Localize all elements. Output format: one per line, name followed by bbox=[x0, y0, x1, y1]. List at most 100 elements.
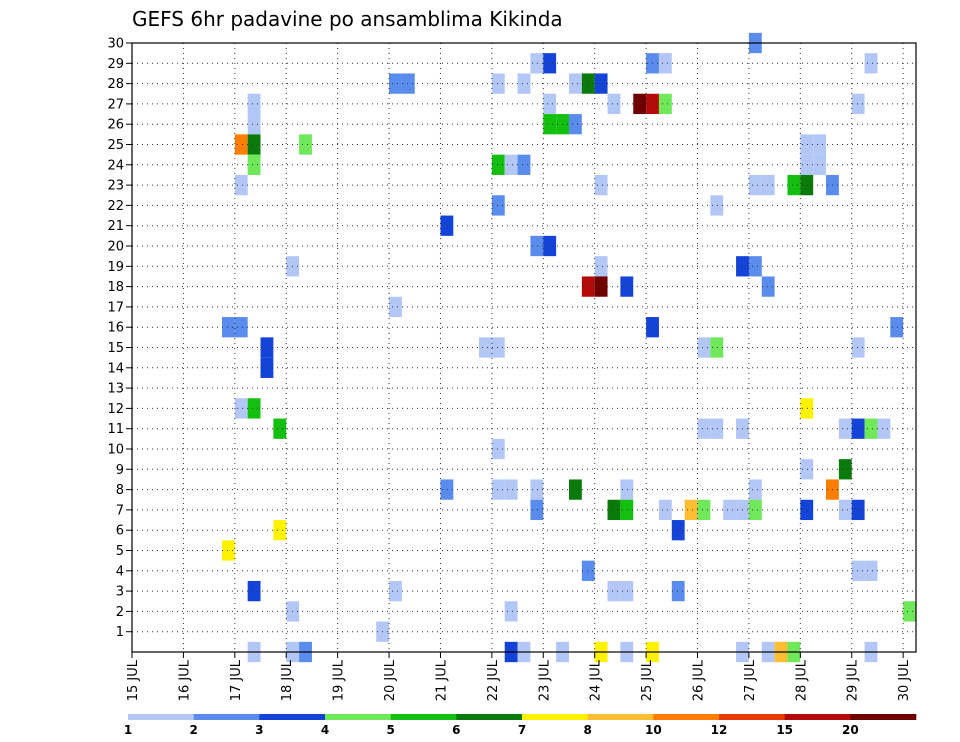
heatmap-cell bbox=[851, 93, 865, 115]
legend-label: 20 bbox=[842, 723, 859, 737]
y-tick-label: 11 bbox=[107, 422, 124, 437]
heatmap-cell bbox=[401, 73, 415, 94]
heatmap-cell bbox=[504, 601, 518, 622]
x-tick-label: 27 JUL bbox=[743, 659, 758, 701]
y-tick-label: 21 bbox=[107, 219, 124, 234]
heatmap-cell bbox=[710, 337, 724, 358]
heatmap-cell bbox=[273, 418, 287, 439]
heatmap-cell bbox=[620, 479, 634, 500]
heatmap-cell bbox=[697, 337, 711, 358]
heatmap-cell bbox=[851, 499, 865, 521]
heatmap-cell bbox=[491, 195, 505, 216]
legend-label: 1 bbox=[124, 723, 132, 737]
heatmap-cell bbox=[800, 398, 814, 419]
heatmap-cell bbox=[234, 134, 248, 155]
heatmap-cell bbox=[787, 174, 801, 196]
heatmap-cell bbox=[594, 256, 608, 277]
heatmap-cell bbox=[800, 134, 814, 155]
legend-swatch bbox=[193, 714, 260, 720]
legend-label: 2 bbox=[189, 723, 197, 737]
heatmap-cell bbox=[543, 53, 557, 74]
heatmap-cell bbox=[389, 296, 402, 318]
legend-label: 7 bbox=[518, 723, 526, 737]
heatmap-cell bbox=[800, 459, 814, 480]
heatmap-cell bbox=[684, 499, 698, 521]
chart-title: GEFS 6hr padavine po ansamblima Kikinda bbox=[132, 7, 563, 31]
y-tick-label: 30 bbox=[107, 37, 124, 52]
x-tick-label: 28 JUL bbox=[794, 659, 809, 701]
legend-label: 8 bbox=[583, 723, 591, 737]
y-tick-label: 16 bbox=[107, 321, 124, 336]
heatmap-cell bbox=[260, 357, 274, 378]
heatmap-cell bbox=[620, 276, 634, 297]
heatmap-cell bbox=[491, 479, 505, 500]
heatmap-cell bbox=[800, 499, 814, 521]
heatmap-cell bbox=[851, 337, 865, 358]
y-tick-label: 1 bbox=[116, 625, 124, 640]
heatmap-cell bbox=[671, 520, 685, 541]
x-tick-label: 15 JUL bbox=[126, 659, 141, 701]
x-tick-label: 23 JUL bbox=[537, 659, 552, 701]
heatmap-cell bbox=[620, 499, 634, 521]
x-tick-label: 20 JUL bbox=[383, 659, 398, 701]
y-tick-label: 25 bbox=[107, 138, 124, 153]
legend-label: 4 bbox=[321, 723, 329, 737]
heatmap-cell bbox=[530, 235, 544, 257]
x-tick-label: 18 JUL bbox=[280, 659, 295, 701]
y-tick-label: 20 bbox=[107, 240, 124, 255]
heatmap-cell bbox=[530, 479, 544, 500]
heatmap-cell bbox=[247, 580, 261, 602]
x-axis: 15 JUL 16 JUL 17 JUL 18 JUL 19 JUL 20 JUL 21 J… bbox=[126, 652, 912, 701]
heatmap-cell bbox=[851, 560, 865, 581]
heatmap-cell bbox=[491, 438, 505, 460]
heatmap-cell bbox=[607, 580, 621, 602]
legend-swatch bbox=[128, 714, 194, 720]
heatmap-cell bbox=[877, 418, 891, 439]
legend-swatch bbox=[784, 714, 851, 720]
y-tick-label: 27 bbox=[107, 97, 124, 112]
heatmap-cell bbox=[697, 499, 711, 521]
x-tick-label: 21 JUL bbox=[434, 659, 449, 701]
heatmap-cell bbox=[504, 479, 518, 500]
heatmap-cell bbox=[620, 580, 634, 602]
y-tick-label: 17 bbox=[107, 300, 124, 315]
legend-swatch bbox=[850, 714, 917, 720]
x-tick-label: 19 JUL bbox=[332, 659, 347, 701]
heatmap-cell bbox=[581, 276, 595, 297]
heatmap-cells bbox=[221, 32, 916, 663]
heatmap-cell bbox=[543, 93, 557, 115]
heatmap-cell bbox=[517, 154, 531, 175]
legend-label: 3 bbox=[255, 723, 263, 737]
heatmap-cell bbox=[543, 235, 557, 257]
legend-label: 12 bbox=[711, 723, 728, 737]
legend-label: 6 bbox=[452, 723, 460, 737]
x-tick-label: 30 JUL bbox=[897, 659, 912, 701]
heatmap-cell bbox=[594, 174, 608, 196]
y-tick-label: 10 bbox=[107, 443, 124, 458]
y-tick-label: 19 bbox=[107, 260, 124, 275]
legend-label: 10 bbox=[645, 723, 662, 737]
heatmap-cell bbox=[851, 418, 865, 439]
heatmap-cell bbox=[530, 499, 544, 521]
x-tick-label: 24 JUL bbox=[589, 659, 604, 701]
y-tick-label: 18 bbox=[107, 280, 124, 295]
y-tick-label: 3 bbox=[116, 585, 124, 600]
heatmap-cell bbox=[607, 499, 621, 521]
heatmap-cell bbox=[697, 418, 711, 439]
y-tick-label: 12 bbox=[107, 402, 124, 417]
y-tick-label: 6 bbox=[116, 524, 124, 539]
heatmap-cell bbox=[234, 174, 248, 196]
heatmap-cell bbox=[800, 174, 814, 196]
legend-swatch bbox=[587, 714, 654, 720]
heatmap-cell bbox=[504, 154, 518, 175]
heatmap-cell bbox=[723, 499, 737, 521]
y-tick-label: 13 bbox=[107, 382, 124, 397]
y-tick-label: 29 bbox=[107, 57, 124, 72]
x-tick-label: 29 JUL bbox=[846, 659, 861, 701]
y-tick-label: 9 bbox=[116, 463, 124, 478]
legend-swatch bbox=[259, 714, 326, 720]
heatmap-cell bbox=[748, 256, 762, 277]
heatmap-cell bbox=[748, 174, 762, 196]
y-tick-label: 4 bbox=[116, 564, 124, 579]
heatmap-cell bbox=[748, 499, 762, 521]
